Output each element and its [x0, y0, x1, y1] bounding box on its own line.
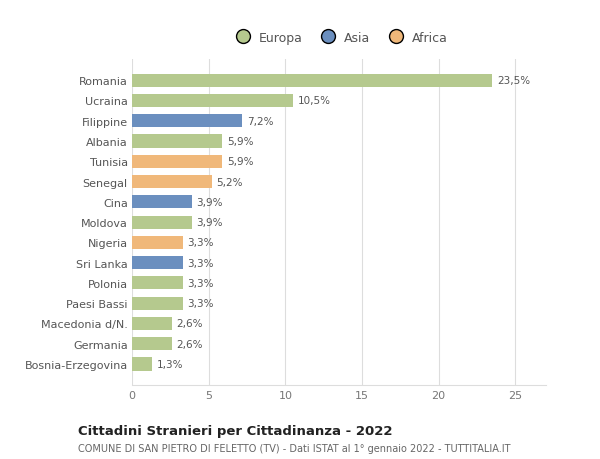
Text: 3,3%: 3,3%: [187, 298, 214, 308]
Text: 2,6%: 2,6%: [176, 339, 203, 349]
Text: 3,9%: 3,9%: [196, 218, 223, 228]
Text: 1,3%: 1,3%: [157, 359, 183, 369]
Text: Cittadini Stranieri per Cittadinanza - 2022: Cittadini Stranieri per Cittadinanza - 2…: [78, 424, 392, 437]
Text: 3,9%: 3,9%: [196, 197, 223, 207]
Bar: [132, 337, 172, 351]
Bar: [132, 115, 242, 128]
Text: 3,3%: 3,3%: [187, 238, 214, 248]
Bar: [132, 358, 152, 371]
Text: 2,6%: 2,6%: [176, 319, 203, 329]
Bar: [132, 257, 182, 269]
Text: 7,2%: 7,2%: [247, 117, 274, 127]
Bar: [132, 216, 192, 229]
Text: 23,5%: 23,5%: [497, 76, 530, 86]
Bar: [132, 176, 212, 189]
Legend: Europa, Asia, Africa: Europa, Asia, Africa: [226, 27, 452, 50]
Text: 10,5%: 10,5%: [298, 96, 331, 106]
Bar: [132, 277, 182, 290]
Text: 3,3%: 3,3%: [187, 258, 214, 268]
Text: COMUNE DI SAN PIETRO DI FELETTO (TV) - Dati ISTAT al 1° gennaio 2022 - TUTTITALI: COMUNE DI SAN PIETRO DI FELETTO (TV) - D…: [78, 443, 511, 453]
Text: 3,3%: 3,3%: [187, 278, 214, 288]
Text: 5,2%: 5,2%: [217, 177, 243, 187]
Bar: [132, 236, 182, 249]
Bar: [132, 95, 293, 108]
Bar: [132, 317, 172, 330]
Text: 5,9%: 5,9%: [227, 157, 254, 167]
Bar: [132, 74, 493, 88]
Text: 5,9%: 5,9%: [227, 137, 254, 147]
Bar: [132, 156, 223, 168]
Bar: [132, 196, 192, 209]
Bar: [132, 135, 223, 148]
Bar: [132, 297, 182, 310]
